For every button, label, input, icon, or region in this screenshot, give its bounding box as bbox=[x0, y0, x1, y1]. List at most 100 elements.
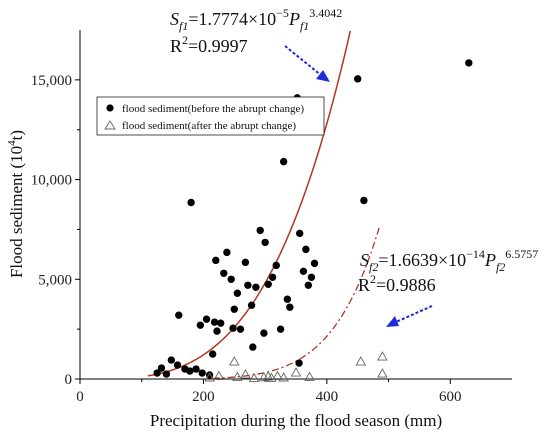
r-squared-f1: R2=0.9997 bbox=[170, 33, 248, 56]
data-point-before bbox=[465, 59, 473, 67]
data-point-before bbox=[212, 256, 220, 265]
data-point-before bbox=[220, 269, 228, 278]
annotation-fit2: Sf2=1.6639×10−14Pf26.5757 R2=0.9886 bbox=[358, 247, 538, 327]
y-axis-title-main: Flood sediment (10 bbox=[7, 146, 26, 278]
arrow-f2-head bbox=[386, 316, 399, 327]
data-point-before bbox=[276, 325, 285, 333]
r-squared-f2: R2=0.9886 bbox=[358, 272, 436, 295]
x-tick-label: 200 bbox=[192, 389, 215, 405]
data-point-before bbox=[236, 325, 245, 333]
y-axis-title: Flood sediment (104t) bbox=[6, 130, 26, 278]
data-point-before bbox=[241, 258, 250, 267]
data-point-before bbox=[162, 370, 171, 378]
data-point-after bbox=[258, 371, 270, 382]
arrow-f2-line bbox=[395, 305, 433, 323]
data-point-before bbox=[213, 327, 221, 335]
data-point-after bbox=[304, 371, 315, 381]
data-point-before bbox=[244, 281, 252, 289]
data-point-after bbox=[232, 371, 243, 381]
data-point-before bbox=[268, 273, 277, 281]
data-point-before bbox=[295, 359, 303, 367]
x-tick-label: 400 bbox=[316, 389, 339, 405]
equation-f2: Sf2=1.6639×10−14Pf26.5757 bbox=[360, 247, 538, 274]
legend: flood sediment(before the abrupt change)… bbox=[96, 96, 325, 136]
data-point-before bbox=[186, 367, 194, 375]
data-point-after bbox=[278, 372, 289, 382]
data-point-before bbox=[233, 289, 242, 297]
data-point-before bbox=[252, 283, 260, 291]
fit-curve-f2 bbox=[212, 226, 380, 379]
plot-frame bbox=[79, 30, 512, 380]
data-point-before bbox=[296, 229, 304, 238]
data-point-before bbox=[230, 305, 238, 313]
equation-f1: Sf1=1.7774×10−5Pf13.4042 bbox=[170, 6, 342, 33]
data-point-before bbox=[198, 369, 206, 377]
data-point-before bbox=[175, 311, 183, 319]
legend-marker-after bbox=[104, 120, 116, 130]
data-point-before bbox=[208, 350, 217, 358]
x-axis-ticks: 0 200 400 600 bbox=[76, 379, 462, 405]
data-point-before bbox=[227, 275, 235, 283]
data-point-before bbox=[302, 245, 310, 254]
y-tick-label: 5,000 bbox=[38, 272, 72, 288]
data-point-before bbox=[310, 259, 319, 268]
y-axis-ticks: 0 5,000 10,000 15,000 bbox=[31, 73, 80, 388]
data-point-before bbox=[249, 343, 257, 351]
data-point-before bbox=[261, 238, 269, 247]
data-point-after bbox=[377, 368, 388, 378]
arrow-f1-line bbox=[284, 45, 323, 77]
data-point-before bbox=[210, 318, 219, 326]
data-point-after bbox=[377, 351, 388, 361]
data-point-before bbox=[354, 75, 362, 83]
data-point-before bbox=[360, 196, 368, 205]
data-point-after bbox=[204, 372, 215, 382]
data-point-before bbox=[264, 280, 272, 288]
series-after-points bbox=[204, 351, 388, 383]
y-tick-label: 15,000 bbox=[31, 73, 72, 89]
legend-box bbox=[96, 96, 325, 136]
data-point-after bbox=[229, 356, 240, 366]
legend-marker-before bbox=[106, 104, 114, 112]
data-point-after bbox=[290, 367, 302, 377]
data-point-before bbox=[272, 261, 280, 270]
data-point-before bbox=[202, 315, 211, 323]
arrow-f1-head bbox=[316, 70, 330, 82]
data-point-before bbox=[153, 369, 161, 377]
legend-label-before: flood sediment(before the abrupt change) bbox=[122, 103, 304, 115]
annotation-fit1: Sf1=1.7774×10−5Pf13.4042 R2=0.9997 bbox=[170, 6, 342, 82]
data-point-before bbox=[196, 321, 205, 329]
x-tick-label: 600 bbox=[439, 389, 462, 405]
data-point-before bbox=[157, 364, 166, 372]
fit-curve-f1 bbox=[147, 30, 352, 377]
data-point-before bbox=[304, 281, 313, 289]
y-axis-title-superscript: 4 bbox=[6, 140, 18, 146]
data-point-before bbox=[286, 303, 294, 311]
y-tick-label: 0 bbox=[65, 372, 73, 388]
data-point-before bbox=[217, 319, 225, 327]
data-point-after bbox=[262, 371, 274, 381]
data-point-before bbox=[307, 273, 316, 281]
data-point-before bbox=[260, 329, 268, 337]
series-before-points bbox=[153, 59, 473, 379]
x-axis-title: Precipitation during the flood season (m… bbox=[150, 411, 442, 430]
data-point-before bbox=[247, 301, 256, 309]
data-point-after bbox=[266, 372, 277, 382]
data-point-before bbox=[223, 248, 231, 257]
data-point-before bbox=[167, 356, 176, 364]
data-point-after bbox=[355, 356, 367, 366]
data-point-before bbox=[299, 267, 308, 276]
data-point-after bbox=[248, 372, 260, 383]
data-point-after bbox=[272, 370, 283, 381]
data-point-before bbox=[283, 295, 292, 303]
x-tick-label: 0 bbox=[76, 389, 84, 405]
data-point-before bbox=[173, 361, 182, 369]
data-point-after bbox=[213, 370, 225, 381]
data-point-before bbox=[187, 198, 195, 207]
data-point-before bbox=[229, 324, 237, 332]
data-point-before bbox=[256, 226, 264, 235]
data-point-before bbox=[279, 157, 288, 166]
legend-label-after: flood sediment(after the abrupt change) bbox=[122, 120, 296, 132]
data-point-after bbox=[240, 369, 251, 379]
data-point-before bbox=[192, 365, 200, 373]
